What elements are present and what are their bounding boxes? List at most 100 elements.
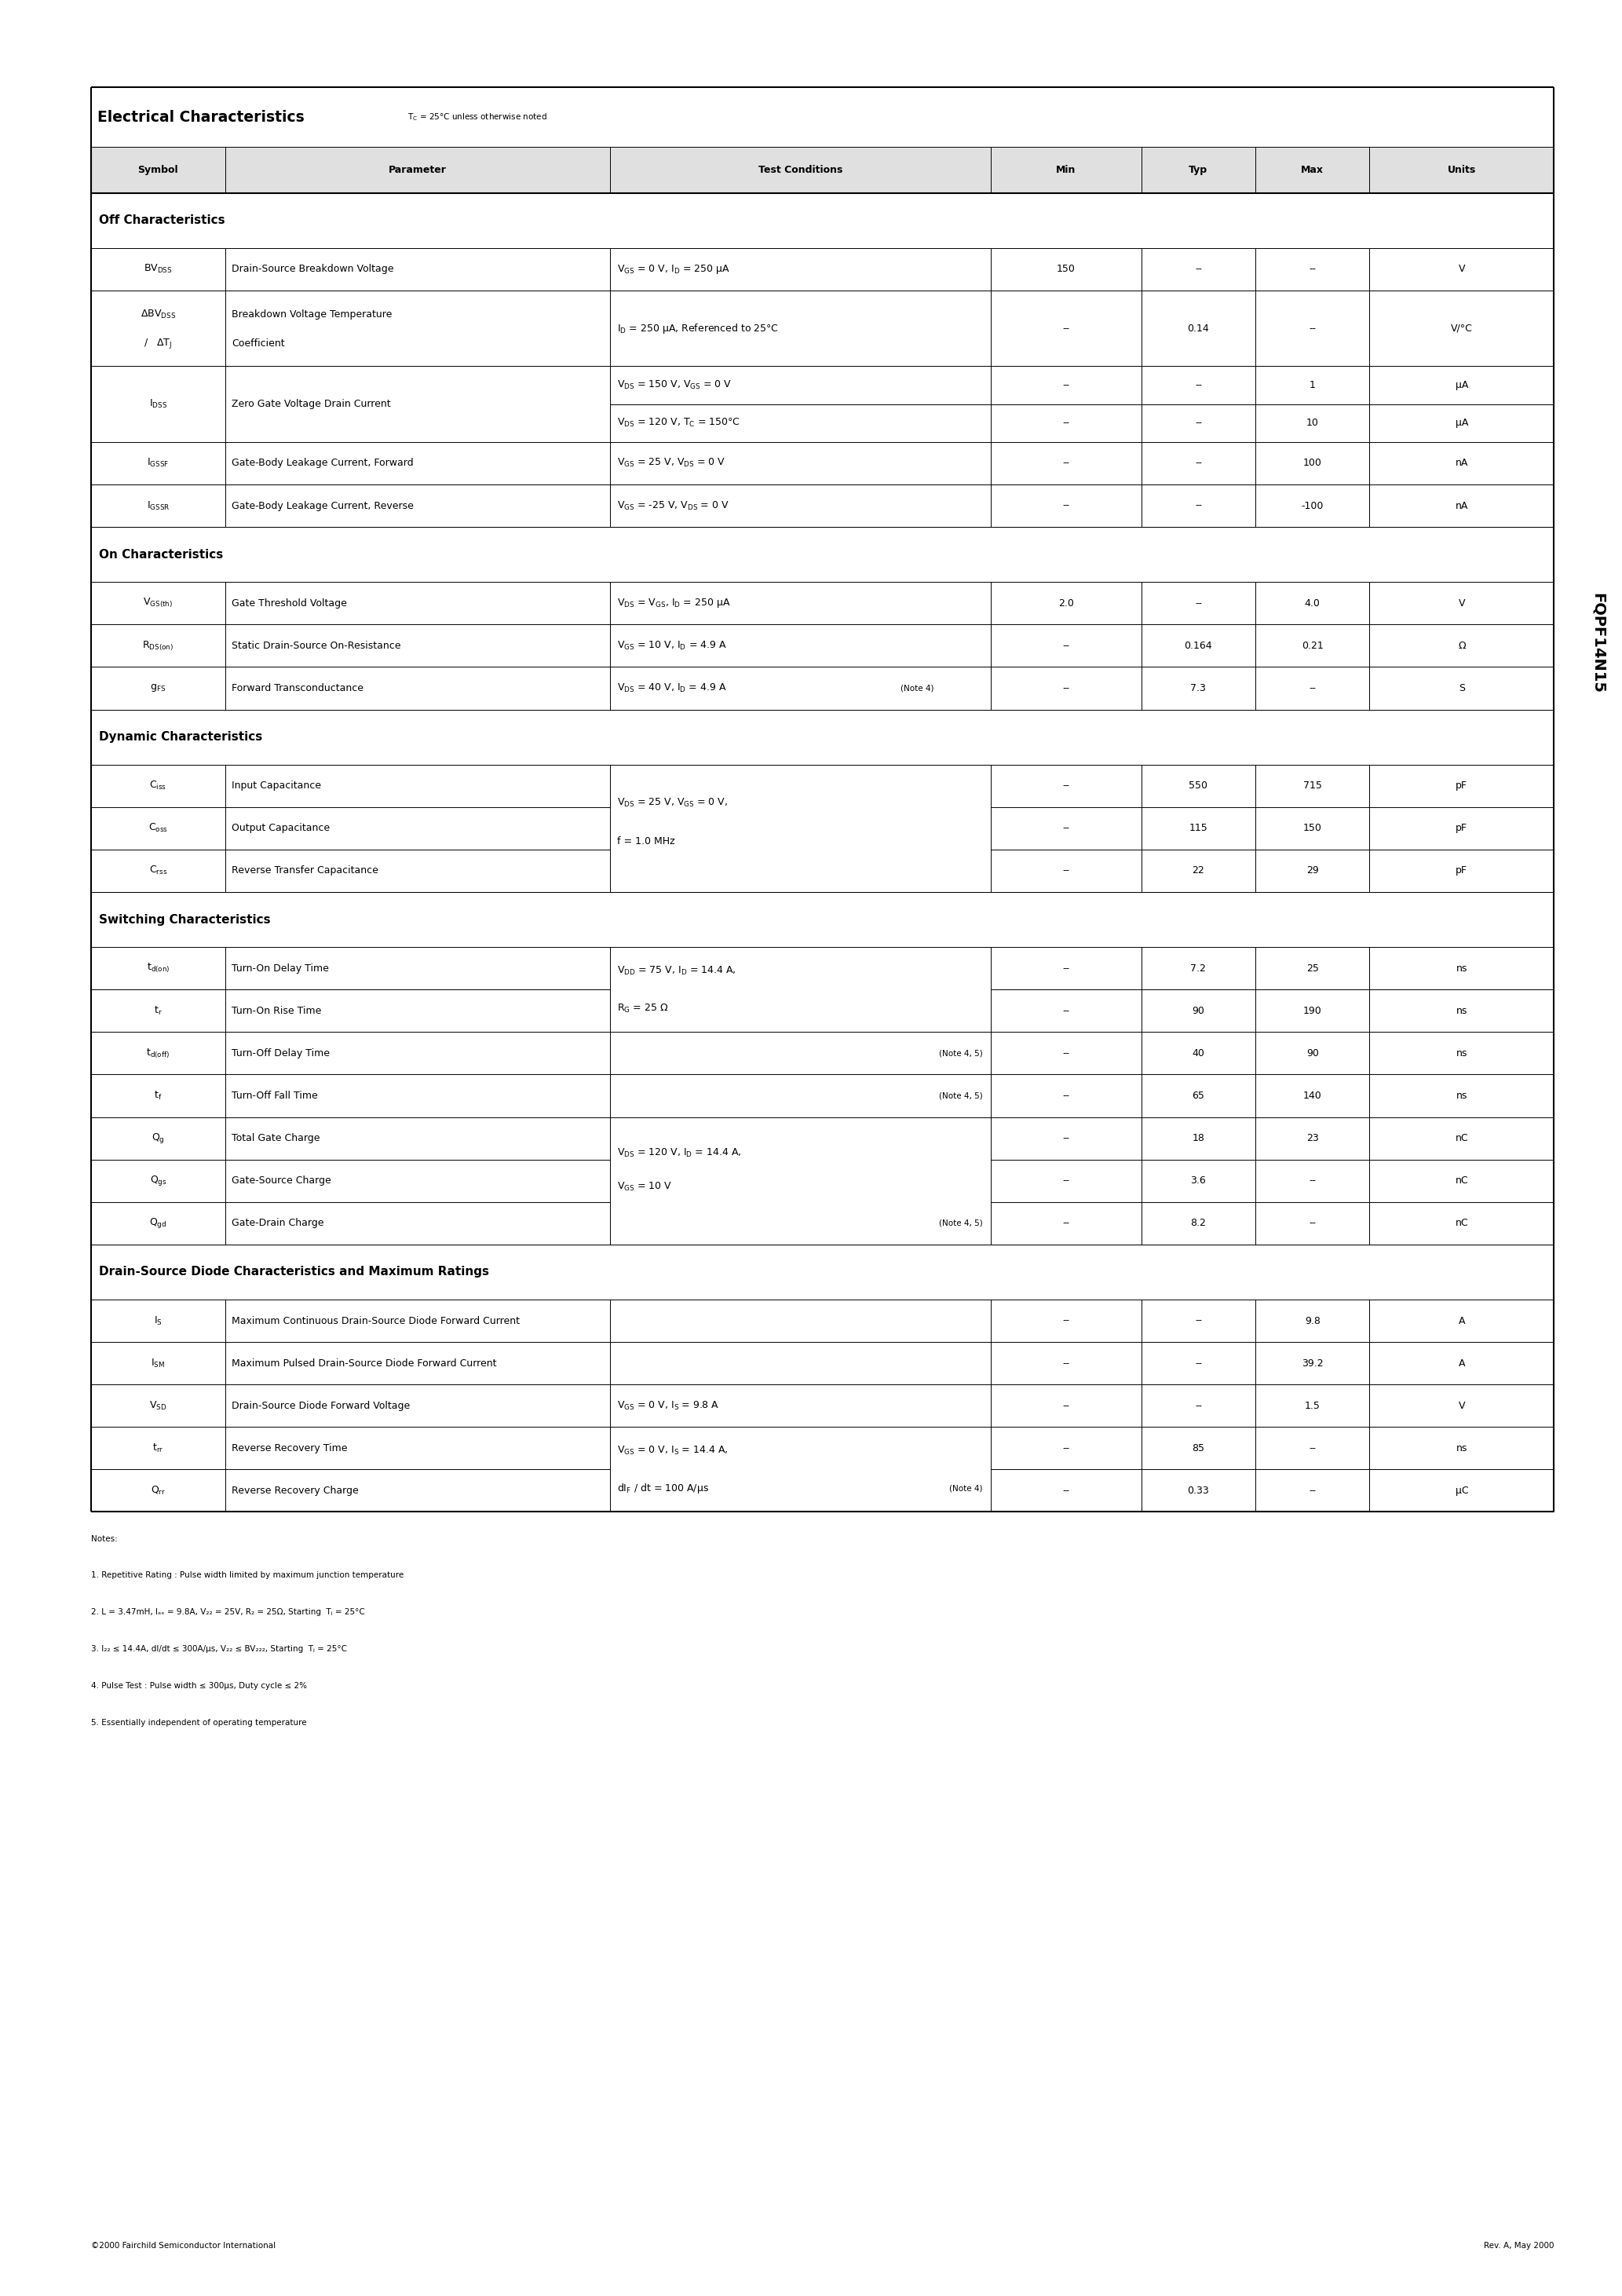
Text: (Note 4): (Note 4) [900,684,934,691]
Text: 18: 18 [1192,1134,1205,1143]
Text: t$_\mathregular{f}$: t$_\mathregular{f}$ [154,1091,162,1102]
Text: 8.2: 8.2 [1191,1219,1207,1228]
Text: --: -- [1062,1134,1069,1143]
Text: I$_\mathregular{GSSR}$: I$_\mathregular{GSSR}$ [146,501,170,512]
Text: BV$_\mathregular{DSS}$: BV$_\mathregular{DSS}$ [144,264,172,276]
Text: V$_\mathregular{GS}$ = 0 V, I$_\mathregular{D}$ = 250 μA: V$_\mathregular{GS}$ = 0 V, I$_\mathregu… [616,264,730,276]
Text: 3. I₂₂ ≤ 14.4A, dI/dt ≤ 300A/μs, V₂₂ ≤ BV₂₂₂, Starting  Tⱼ = 25°C: 3. I₂₂ ≤ 14.4A, dI/dt ≤ 300A/μs, V₂₂ ≤ B… [91,1644,347,1653]
Text: nC: nC [1455,1219,1468,1228]
Text: On Characteristics: On Characteristics [99,549,224,560]
Text: Zero Gate Voltage Drain Current: Zero Gate Voltage Drain Current [232,400,391,409]
Text: 5. Essentially independent of operating temperature: 5. Essentially independent of operating … [91,1717,307,1727]
Text: Gate-Body Leakage Current, Forward: Gate-Body Leakage Current, Forward [232,459,414,468]
Text: --: -- [1309,1176,1315,1185]
Text: Gate Threshold Voltage: Gate Threshold Voltage [232,599,347,608]
Text: t$_\mathregular{rr}$: t$_\mathregular{rr}$ [152,1442,164,1453]
Text: --: -- [1062,459,1069,468]
Text: Dynamic Characteristics: Dynamic Characteristics [99,730,263,744]
Text: S: S [1458,684,1465,693]
Text: t$_\mathregular{d(on)}$: t$_\mathregular{d(on)}$ [146,962,170,976]
Text: --: -- [1195,1359,1202,1368]
Text: 190: 190 [1302,1006,1322,1015]
Text: --: -- [1062,381,1069,390]
Text: Switching Characteristics: Switching Characteristics [99,914,271,925]
Text: I$_\mathregular{S}$: I$_\mathregular{S}$ [154,1316,162,1327]
Text: Gate-Drain Charge: Gate-Drain Charge [232,1219,324,1228]
Text: Output Capacitance: Output Capacitance [232,824,331,833]
Text: Coefficient: Coefficient [232,338,285,349]
Text: 65: 65 [1192,1091,1205,1100]
Text: --: -- [1062,1176,1069,1185]
Text: C$_\mathregular{iss}$: C$_\mathregular{iss}$ [149,781,167,792]
Text: --: -- [1062,1444,1069,1453]
Text: --: -- [1309,1219,1315,1228]
Text: 4.0: 4.0 [1304,599,1320,608]
Text: Maximum Pulsed Drain-Source Diode Forward Current: Maximum Pulsed Drain-Source Diode Forwar… [232,1359,496,1368]
Text: t$_\mathregular{d(off)}$: t$_\mathregular{d(off)}$ [146,1047,170,1061]
Text: --: -- [1309,684,1315,693]
Text: 1.5: 1.5 [1304,1401,1320,1410]
Text: Max: Max [1301,165,1324,174]
Text: V$_\mathregular{GS}$ = 25 V, V$_\mathregular{DS}$ = 0 V: V$_\mathregular{GS}$ = 25 V, V$_\mathreg… [616,457,725,468]
Text: 1: 1 [1309,381,1315,390]
Text: Maximum Continuous Drain-Source Diode Forward Current: Maximum Continuous Drain-Source Diode Fo… [232,1316,521,1325]
Text: 150: 150 [1302,824,1322,833]
Text: --: -- [1062,1401,1069,1410]
Text: I$_\mathregular{D}$ = 250 μA, Referenced to 25°C: I$_\mathregular{D}$ = 250 μA, Referenced… [616,321,779,335]
Text: Drain-Source Diode Characteristics and Maximum Ratings: Drain-Source Diode Characteristics and M… [99,1265,490,1279]
Text: Turn-On Rise Time: Turn-On Rise Time [232,1006,321,1015]
Text: --: -- [1062,1006,1069,1015]
Text: --: -- [1062,964,1069,974]
Text: --: -- [1062,1359,1069,1368]
Text: Q$_\mathregular{gd}$: Q$_\mathregular{gd}$ [149,1217,167,1231]
Text: --: -- [1062,824,1069,833]
Text: Test Conditions: Test Conditions [757,165,842,174]
Text: --: -- [1309,1486,1315,1495]
Text: Off Characteristics: Off Characteristics [99,214,225,227]
Text: V$_\mathregular{DS}$ = 40 V, I$_\mathregular{D}$ = 4.9 A: V$_\mathregular{DS}$ = 40 V, I$_\mathreg… [616,682,727,693]
Text: Turn-On Delay Time: Turn-On Delay Time [232,964,329,974]
Text: 40: 40 [1192,1049,1205,1058]
Text: Symbol: Symbol [138,165,178,174]
Text: μA: μA [1455,381,1468,390]
Text: V$_\mathregular{DS}$ = 120 V, T$_\mathregular{C}$ = 150°C: V$_\mathregular{DS}$ = 120 V, T$_\mathre… [616,418,740,429]
Text: --: -- [1195,459,1202,468]
Text: Min: Min [1056,165,1075,174]
Text: nC: nC [1455,1134,1468,1143]
Text: I$_\mathregular{SM}$: I$_\mathregular{SM}$ [151,1357,165,1368]
Text: nA: nA [1455,501,1468,510]
Text: V: V [1458,599,1465,608]
Text: (Note 4, 5): (Note 4, 5) [939,1219,983,1226]
Text: T$_\mathregular{C}$ = 25°C unless otherwise noted: T$_\mathregular{C}$ = 25°C unless otherw… [407,113,547,122]
Text: C$_\mathregular{oss}$: C$_\mathregular{oss}$ [148,822,169,833]
Bar [91,147,1554,193]
Text: 2.0: 2.0 [1058,599,1074,608]
Text: t$_\mathregular{r}$: t$_\mathregular{r}$ [154,1006,162,1017]
Text: I$_\mathregular{DSS}$: I$_\mathregular{DSS}$ [149,397,167,411]
Text: R$_\mathregular{G}$ = 25 Ω: R$_\mathregular{G}$ = 25 Ω [616,1003,668,1015]
Text: Reverse Transfer Capacitance: Reverse Transfer Capacitance [232,866,378,875]
Text: 85: 85 [1192,1444,1205,1453]
Text: V$_\mathregular{GS}$ = 10 V, I$_\mathregular{D}$ = 4.9 A: V$_\mathregular{GS}$ = 10 V, I$_\mathreg… [616,641,727,652]
Text: -100: -100 [1301,501,1324,510]
Text: 10: 10 [1306,418,1319,427]
Text: --: -- [1062,684,1069,693]
Text: Ω: Ω [1458,641,1466,650]
Text: 140: 140 [1302,1091,1322,1100]
Text: --: -- [1062,641,1069,650]
Text: ©2000 Fairchild Semiconductor International: ©2000 Fairchild Semiconductor Internatio… [91,2241,276,2250]
Text: --: -- [1062,1219,1069,1228]
Text: ns: ns [1457,1006,1468,1015]
Text: V$_\mathregular{SD}$: V$_\mathregular{SD}$ [149,1401,167,1412]
Text: Parameter: Parameter [389,165,446,174]
Text: 23: 23 [1306,1134,1319,1143]
Text: 100: 100 [1302,459,1322,468]
Text: Total Gate Charge: Total Gate Charge [232,1134,320,1143]
Text: --: -- [1062,501,1069,510]
Text: A: A [1458,1316,1465,1325]
Text: 0.14: 0.14 [1187,324,1210,333]
Text: Turn-Off Fall Time: Turn-Off Fall Time [232,1091,318,1100]
Text: V$_\mathregular{DD}$ = 75 V, I$_\mathregular{D}$ = 14.4 A,: V$_\mathregular{DD}$ = 75 V, I$_\mathreg… [616,964,736,976]
Text: dI$_\mathregular{F}$ / dt = 100 A/μs: dI$_\mathregular{F}$ / dt = 100 A/μs [616,1481,709,1495]
Text: Static Drain-Source On-Resistance: Static Drain-Source On-Resistance [232,641,401,650]
